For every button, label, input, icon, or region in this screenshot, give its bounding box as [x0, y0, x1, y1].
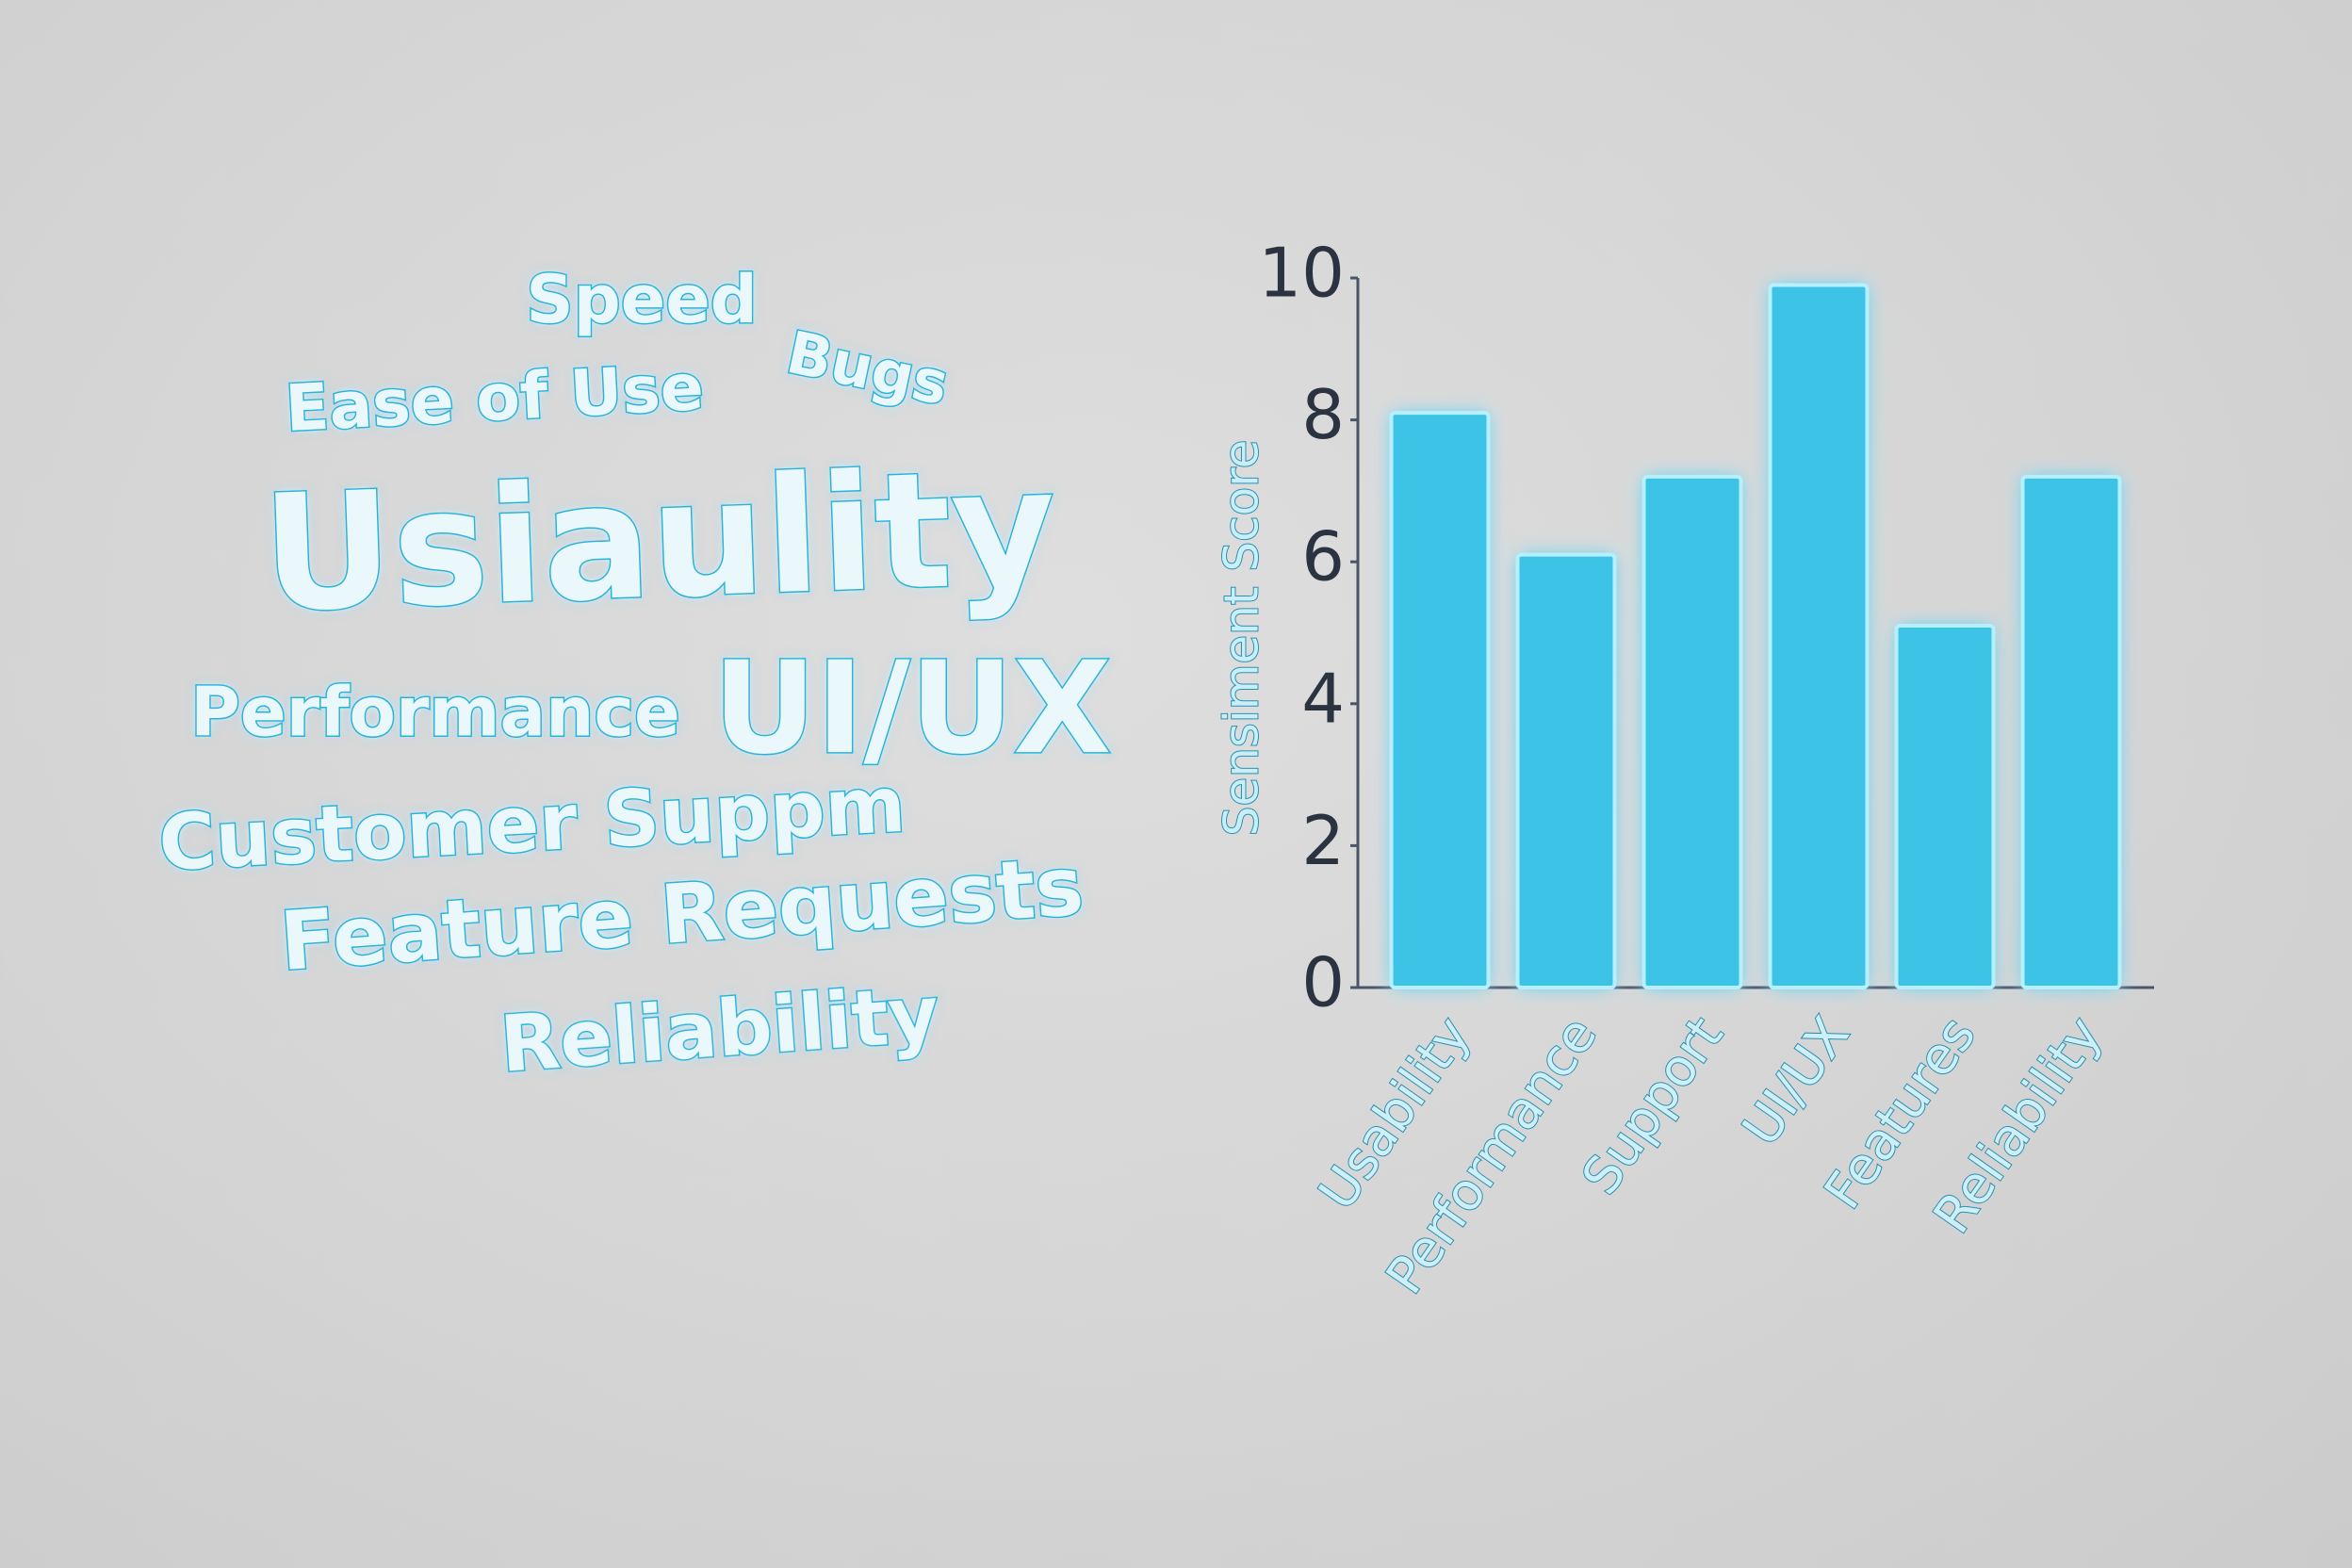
word: Performance: [190, 673, 680, 752]
bar: [2020, 474, 2122, 989]
y-tick-label: 0: [1301, 943, 1345, 1022]
y-tick-label: 8: [1301, 375, 1345, 454]
y-axis-label: Sensiment Score: [1215, 440, 1269, 837]
y-tick-label: 10: [1258, 234, 1345, 313]
word: Bugs: [781, 318, 955, 418]
bar: [1515, 552, 1617, 989]
word: UI/UX: [713, 634, 1112, 782]
bar: [1642, 474, 1743, 989]
y-tick-label: 2: [1301, 801, 1345, 880]
word: Usiaulity: [259, 434, 1058, 648]
word: Reliability: [498, 970, 941, 1089]
bar: [1894, 623, 1996, 989]
word: Ease of Use: [284, 351, 706, 447]
bar: [1389, 411, 1491, 989]
y-tick-label: 4: [1301, 659, 1345, 738]
y-tick-label: 6: [1301, 517, 1345, 596]
x-tick-label: UI/UX: [1731, 1006, 1861, 1156]
bar: [1768, 283, 1870, 989]
word: Speed: [526, 261, 758, 338]
